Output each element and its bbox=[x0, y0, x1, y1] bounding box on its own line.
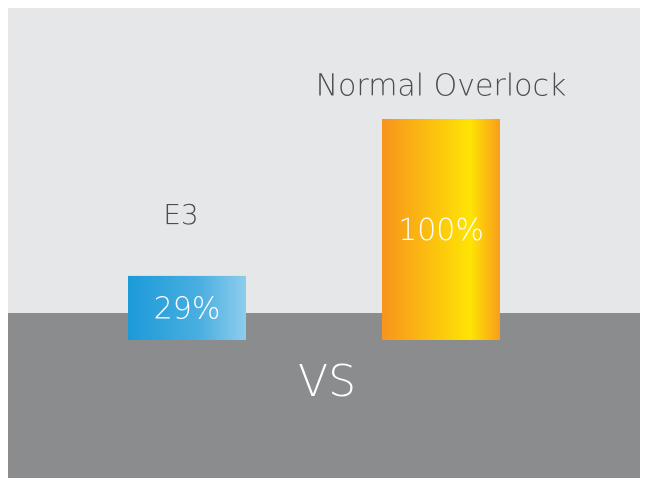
category-label: E3 bbox=[163, 198, 199, 231]
category-label: Normal Overlock bbox=[316, 69, 567, 104]
bar bbox=[128, 275, 246, 340]
value-label: 29% bbox=[154, 291, 221, 326]
vs-label: VS bbox=[298, 356, 356, 407]
value-label: 100% bbox=[398, 213, 484, 248]
top-panel bbox=[8, 8, 640, 313]
bottom-panel bbox=[8, 313, 640, 478]
bar bbox=[382, 119, 500, 340]
